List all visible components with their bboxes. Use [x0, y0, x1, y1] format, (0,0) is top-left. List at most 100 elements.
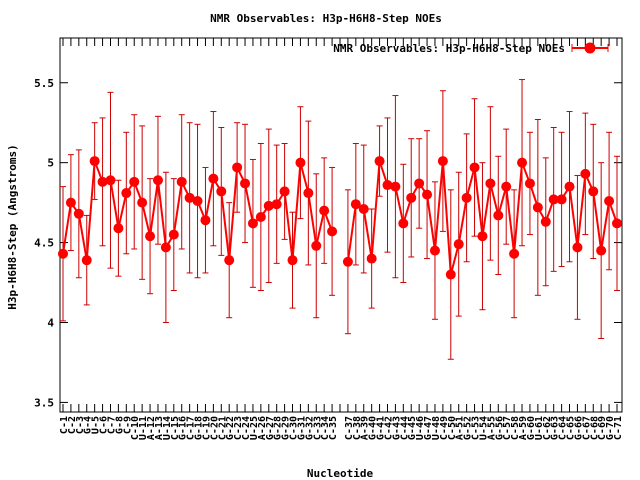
x-tick-label: U-54: [478, 416, 489, 440]
data-point: [58, 248, 68, 259]
x-tick-label: C-64: [558, 416, 569, 440]
x-tick-label: C-9: [122, 416, 133, 434]
x-axis-label: Nucleotide: [307, 467, 374, 480]
data-point: [580, 168, 591, 179]
x-tick-label: A-39: [360, 416, 371, 440]
x-tick-label: C-3: [75, 416, 86, 434]
x-axis: C-1C-2C-3G-4U-5C-6C-7G-8C-9C-10U-11A-12A…: [59, 38, 624, 440]
data-point: [152, 175, 163, 186]
data-point: [469, 162, 480, 173]
y-tick-label: 5: [47, 157, 54, 170]
data-point: [477, 231, 488, 242]
data-point: [247, 218, 258, 229]
x-tick-label: C-42: [383, 416, 394, 440]
x-tick-label: C-2: [67, 416, 78, 434]
data-point: [398, 218, 409, 229]
x-tick-label: C-71: [613, 416, 624, 440]
data-point: [429, 245, 440, 256]
x-tick-label: G-4: [83, 416, 94, 434]
data-point: [437, 156, 448, 167]
x-tick-label: A-13: [154, 416, 165, 440]
x-tick-label: G-52: [463, 416, 474, 440]
x-tick-label: G-43: [391, 416, 402, 440]
x-tick-label: G-41: [376, 416, 387, 440]
data-point: [517, 157, 528, 168]
x-tick-label: C-49: [439, 416, 450, 440]
data-point: [350, 199, 361, 210]
x-tick-label: C-68: [589, 416, 600, 440]
data-point: [501, 181, 512, 192]
data-point: [509, 248, 520, 259]
data-point: [192, 196, 203, 207]
x-tick-label: G-8: [114, 416, 125, 434]
x-tick-label: G-32: [304, 416, 315, 440]
data-point: [105, 175, 116, 186]
x-tick-label: C-57: [502, 416, 513, 440]
data-point: [160, 242, 171, 253]
x-tick-label: C-53: [471, 416, 482, 440]
x-tick-label: G-29: [281, 416, 292, 440]
chart-title: NMR Observables: H3p-H6H8-Step NOEs: [210, 12, 442, 25]
data-point: [342, 256, 353, 267]
x-tick-label: C-7: [106, 416, 117, 434]
error-bars: [60, 79, 620, 360]
x-tick-label: C-23: [233, 416, 244, 440]
data-point: [255, 212, 266, 223]
data-point: [612, 218, 622, 229]
x-tick-label: C-69: [597, 416, 608, 440]
data-point: [113, 223, 124, 234]
data-point: [548, 194, 559, 205]
legend-marker: [584, 42, 596, 54]
x-tick-label: C-38: [352, 416, 363, 440]
x-tick-label: U-11: [138, 416, 149, 440]
data-point: [121, 188, 132, 199]
y-tick-label: 3.5: [34, 396, 54, 409]
data-point: [596, 245, 607, 256]
data-point: [216, 186, 227, 197]
data-point: [65, 197, 76, 208]
x-tick-label: G-56: [494, 416, 505, 440]
data-point: [327, 226, 338, 237]
x-tick-label: G-45: [407, 416, 418, 440]
plot-frame: [59, 37, 623, 413]
x-tick-label: C-62: [542, 416, 553, 440]
data-point: [604, 196, 615, 207]
data-point: [73, 208, 84, 219]
x-tick-label: C-19: [201, 416, 212, 440]
data-point: [271, 199, 282, 210]
x-tick-label: C-37: [344, 416, 355, 440]
data-point: [485, 178, 496, 189]
x-tick-label: U-14: [162, 416, 173, 440]
data-point: [145, 231, 156, 242]
x-tick-label: G-18: [194, 416, 205, 440]
x-tick-label: C-21: [217, 416, 228, 440]
data-point: [588, 186, 599, 197]
x-tick-label: G-22: [225, 416, 236, 440]
y-tick-label: 4.5: [34, 237, 54, 250]
data-point: [184, 192, 195, 203]
x-tick-label: C-50: [447, 416, 458, 440]
data-point: [390, 181, 401, 192]
data-point: [461, 192, 472, 203]
data-point: [366, 253, 377, 264]
x-tick-label: C-17: [186, 416, 197, 440]
x-tick-label: C-65: [566, 416, 577, 440]
x-tick-label: G-66: [573, 416, 584, 440]
data-point: [382, 180, 393, 191]
x-tick-label: A-55: [486, 416, 497, 440]
y-tick-label: 5.5: [34, 77, 54, 90]
x-tick-label: G-16: [178, 416, 189, 440]
data-point: [524, 178, 535, 189]
x-tick-label: C-58: [510, 416, 521, 440]
x-tick-label: C-35: [328, 416, 339, 440]
x-tick-label: A-26: [257, 416, 268, 440]
x-tick-label: G-63: [550, 416, 561, 440]
data-point: [168, 229, 179, 240]
data-point: [232, 162, 243, 173]
x-tick-label: C-10: [130, 416, 141, 440]
data-point: [263, 200, 274, 211]
x-tick-label: C-24: [241, 416, 252, 440]
data-point: [208, 173, 219, 184]
data-point: [176, 176, 187, 187]
